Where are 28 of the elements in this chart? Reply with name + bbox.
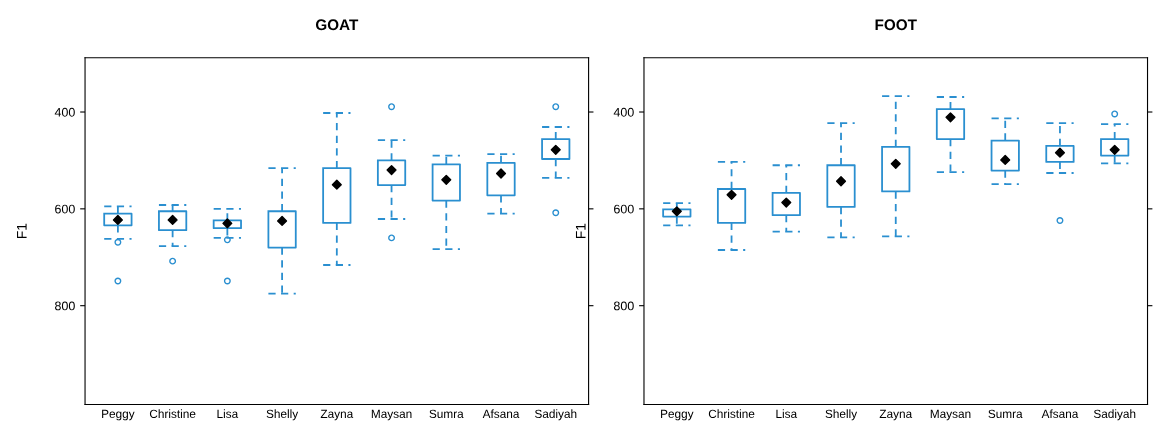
y-tick-label: 400	[613, 107, 634, 117]
y-tick-label: 600	[55, 204, 75, 214]
y-tick-label: 800	[55, 301, 75, 311]
x-tick-label: Peggy	[102, 409, 135, 421]
x-tick-label: Afsana	[1041, 409, 1079, 418]
x-tick-label: Lisa	[217, 409, 239, 418]
y-tick-label: 400	[54, 107, 75, 117]
x-tick-label: Shelly	[825, 409, 858, 421]
x-tick-label: Zayna	[320, 409, 354, 421]
chart-title: FOOT	[875, 19, 917, 31]
x-tick-label: Sumra	[988, 409, 1023, 418]
x-tick-label: Zayna	[879, 409, 913, 421]
x-tick-label: Christine	[708, 409, 755, 418]
x-tick-label: Maysan	[371, 409, 412, 421]
y-axis-title: F1	[575, 223, 586, 239]
chart-title: GOAT	[315, 19, 359, 31]
y-tick-label: 800	[613, 301, 634, 311]
x-tick-label: Sadiyah	[1093, 409, 1136, 421]
x-tick-label: Sumra	[429, 409, 464, 418]
x-tick-label: Lisa	[776, 409, 798, 418]
x-tick-label: Peggy	[661, 409, 694, 421]
x-tick-label: Shelly	[266, 409, 299, 421]
x-tick-label: Sadiyah	[534, 409, 577, 421]
y-axis-title: F1	[17, 223, 27, 239]
y-tick-label: 600	[614, 204, 634, 214]
x-tick-label: Afsana	[482, 409, 520, 418]
x-tick-label: Christine	[149, 409, 196, 418]
x-tick-label: Maysan	[930, 409, 971, 421]
